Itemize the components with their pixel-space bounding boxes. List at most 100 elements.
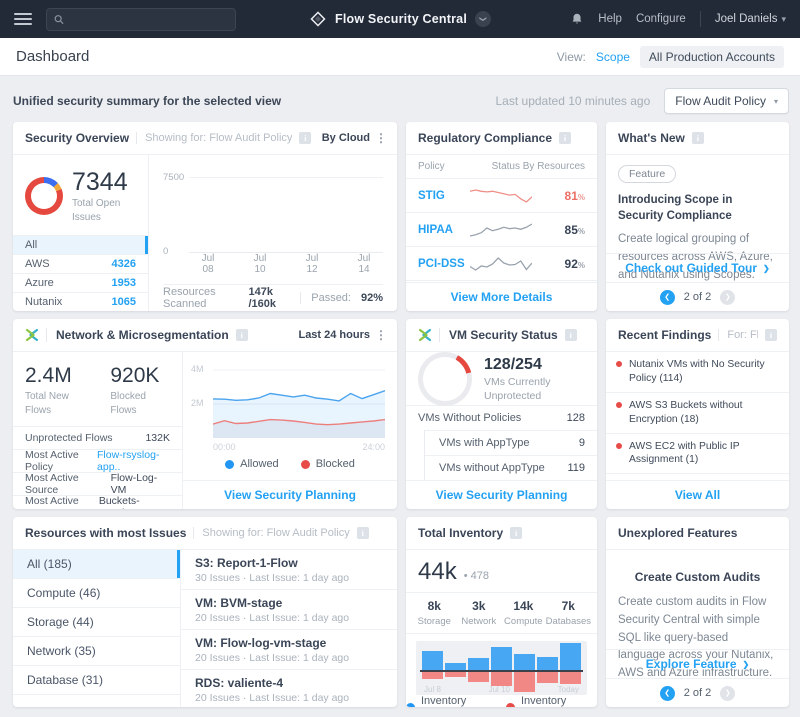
info-icon[interactable] xyxy=(299,132,312,144)
feature-badge: Feature xyxy=(618,165,677,183)
scope-link[interactable]: Scope xyxy=(595,49,630,64)
stacked-bar xyxy=(299,177,325,253)
chevron-down-icon[interactable] xyxy=(475,11,492,27)
resource-tab-storage[interactable]: Storage (44) xyxy=(13,608,180,637)
x-axis-labels: 00:00 24:00 xyxy=(213,442,385,452)
stacked-bar xyxy=(247,177,273,253)
kebab-menu-icon[interactable] xyxy=(375,131,385,145)
pager-next-icon[interactable] xyxy=(720,685,736,701)
unprotected-ratio-label: VMs Currently Unprotected xyxy=(484,375,551,402)
most-active-source-row: Most Active Source Flow-Log-VM xyxy=(13,472,182,496)
info-icon[interactable] xyxy=(510,527,523,539)
info-icon[interactable] xyxy=(691,132,704,144)
total-new-flows-stat: 2.4M Total New Flows xyxy=(25,364,72,417)
stacked-bar xyxy=(195,177,221,253)
for-label: For: Flow Aud.. xyxy=(718,329,758,341)
regulatory-compliance-card: Regulatory Compliance Policy Status By R… xyxy=(406,122,597,311)
pager-prev-icon[interactable] xyxy=(659,685,675,701)
info-icon[interactable] xyxy=(564,329,577,341)
vms-without-apptype-row: VMs without AppType 119 xyxy=(425,455,597,480)
search-input[interactable] xyxy=(69,13,228,25)
card-title: Security Overview xyxy=(25,131,130,145)
info-icon[interactable] xyxy=(559,132,572,144)
table-header: Policy Status By Resources xyxy=(406,155,597,179)
page-header: Dashboard View: Scope All Production Acc… xyxy=(0,38,800,76)
trend-sparkline xyxy=(470,256,532,271)
time-range-label: Last 24 hours xyxy=(298,329,370,341)
y-axis-min-label: 0 xyxy=(163,246,169,257)
user-menu[interactable]: Joel Daniels xyxy=(715,13,786,25)
alert-dot-icon xyxy=(616,401,622,408)
configure-link[interactable]: Configure xyxy=(635,13,686,25)
resources-most-issues-card: Resources with most Issues Showing for: … xyxy=(13,517,397,707)
bell-icon[interactable] xyxy=(570,12,584,26)
allowed-dot-icon xyxy=(225,459,235,469)
pager-text: 2 of 2 xyxy=(683,687,712,699)
recent-findings-card: Recent Findings For: Flow Aud.. Nutanix … xyxy=(606,319,789,509)
trend-sparkline xyxy=(470,188,532,203)
card-title: Total Inventory xyxy=(418,526,504,540)
chart-legend: Inventory Added Inventory Removed xyxy=(406,695,597,707)
inventory-total-value: 44k xyxy=(418,558,457,585)
carousel-pager: 2 of 2 xyxy=(606,678,789,707)
stacked-bar xyxy=(273,177,299,253)
total-open-issues-label: Total Open Issues xyxy=(72,197,121,223)
showing-for-label: Showing for: Flow Audit Policy xyxy=(193,527,350,539)
resource-item[interactable]: S3: Report-1-Flow 30 Issues · Last Issue… xyxy=(181,550,397,590)
view-all-link[interactable]: View All xyxy=(606,480,789,509)
stacked-bar xyxy=(221,177,247,253)
unprotected-ratio-value: 128/254 xyxy=(484,355,542,373)
explore-feature-link[interactable]: Explore Feature xyxy=(606,649,789,678)
inventory-delta: 478 xyxy=(464,570,489,582)
policy-link[interactable]: Flow-rsyslog-app.. xyxy=(97,449,160,474)
pager-prev-icon[interactable] xyxy=(659,289,675,305)
card-title: VM Security Status xyxy=(439,328,558,342)
cloud-filter-nutanix[interactable]: Nutanix 1065 xyxy=(13,292,148,311)
chart-legend: Allowed Blocked xyxy=(183,454,397,474)
resource-tab-all[interactable]: All (185) xyxy=(13,550,180,579)
vms-without-policies-row: VMs Without Policies 128 xyxy=(406,405,597,430)
finding-item[interactable]: AWS EC2 with Public IP Assignment (1) xyxy=(606,434,789,475)
feature-heading: Introducing Scope in Security Compliance xyxy=(618,194,733,222)
resource-tab-database[interactable]: Database (31) xyxy=(13,666,180,695)
account-filter[interactable]: All Production Accounts xyxy=(639,45,784,68)
view-more-details-link[interactable]: View More Details xyxy=(406,282,597,311)
kebab-menu-icon[interactable] xyxy=(375,328,385,342)
summary-bar: Unified security summary for the selecte… xyxy=(13,88,789,114)
cloud-filter-aws[interactable]: AWS 4326 xyxy=(13,254,148,273)
resource-tab-compute[interactable]: Compute (46) xyxy=(13,579,180,608)
policy-link[interactable]: STIG xyxy=(418,189,445,202)
x-axis-labels: Jul 08 Jul 10 Jul 12 Jul 14 xyxy=(201,253,371,275)
help-link[interactable]: Help xyxy=(598,13,622,25)
pager-next-icon[interactable] xyxy=(720,289,736,305)
view-security-planning-link[interactable]: View Security Planning xyxy=(406,480,597,509)
inventory-bar xyxy=(422,643,443,695)
resource-tab-network[interactable]: Network (35) xyxy=(13,637,180,666)
resource-item[interactable]: VM: Flow-log-vm-stage 20 Issues · Last I… xyxy=(181,630,397,670)
unprotected-vms-donut xyxy=(418,351,472,406)
resource-item[interactable]: RDS: valiente-4 20 Issues · Last Issue: … xyxy=(181,670,397,707)
cloud-filter-all[interactable]: All xyxy=(13,235,148,254)
alert-dot-icon xyxy=(616,442,622,449)
inventory-bar xyxy=(537,643,558,695)
search-box[interactable] xyxy=(46,7,236,31)
cloud-filter-azure[interactable]: Azure 1953 xyxy=(13,273,148,292)
stacked-bar xyxy=(351,177,377,253)
product-switcher[interactable]: Flow Security Central xyxy=(309,10,492,28)
info-icon[interactable] xyxy=(356,527,369,539)
hamburger-menu-icon[interactable] xyxy=(14,13,32,25)
info-icon[interactable] xyxy=(765,329,777,341)
info-icon[interactable] xyxy=(235,329,248,341)
policy-link[interactable]: PCI-DSS xyxy=(418,257,465,270)
finding-item[interactable]: Nutanix VMs with No Security Policy (114… xyxy=(606,352,789,393)
guided-tour-link[interactable]: Check out Guided Tour xyxy=(606,253,789,282)
unexplored-features-card: Unexplored Features Create Custom Audits… xyxy=(606,517,789,707)
card-title: Resources with most Issues xyxy=(25,526,187,540)
policy-link[interactable]: HIPAA xyxy=(418,223,453,236)
view-security-planning-link[interactable]: View Security Planning xyxy=(183,480,397,509)
compliance-row-hipaa: HIPAA 85% xyxy=(406,213,597,247)
finding-item[interactable]: AWS S3 Buckets without Encryption (18) xyxy=(606,393,789,434)
resource-item[interactable]: VM: BVM-stage 20 Issues · Last Issue: 1 … xyxy=(181,590,397,630)
policy-dropdown[interactable]: Flow Audit Policy xyxy=(664,88,789,114)
